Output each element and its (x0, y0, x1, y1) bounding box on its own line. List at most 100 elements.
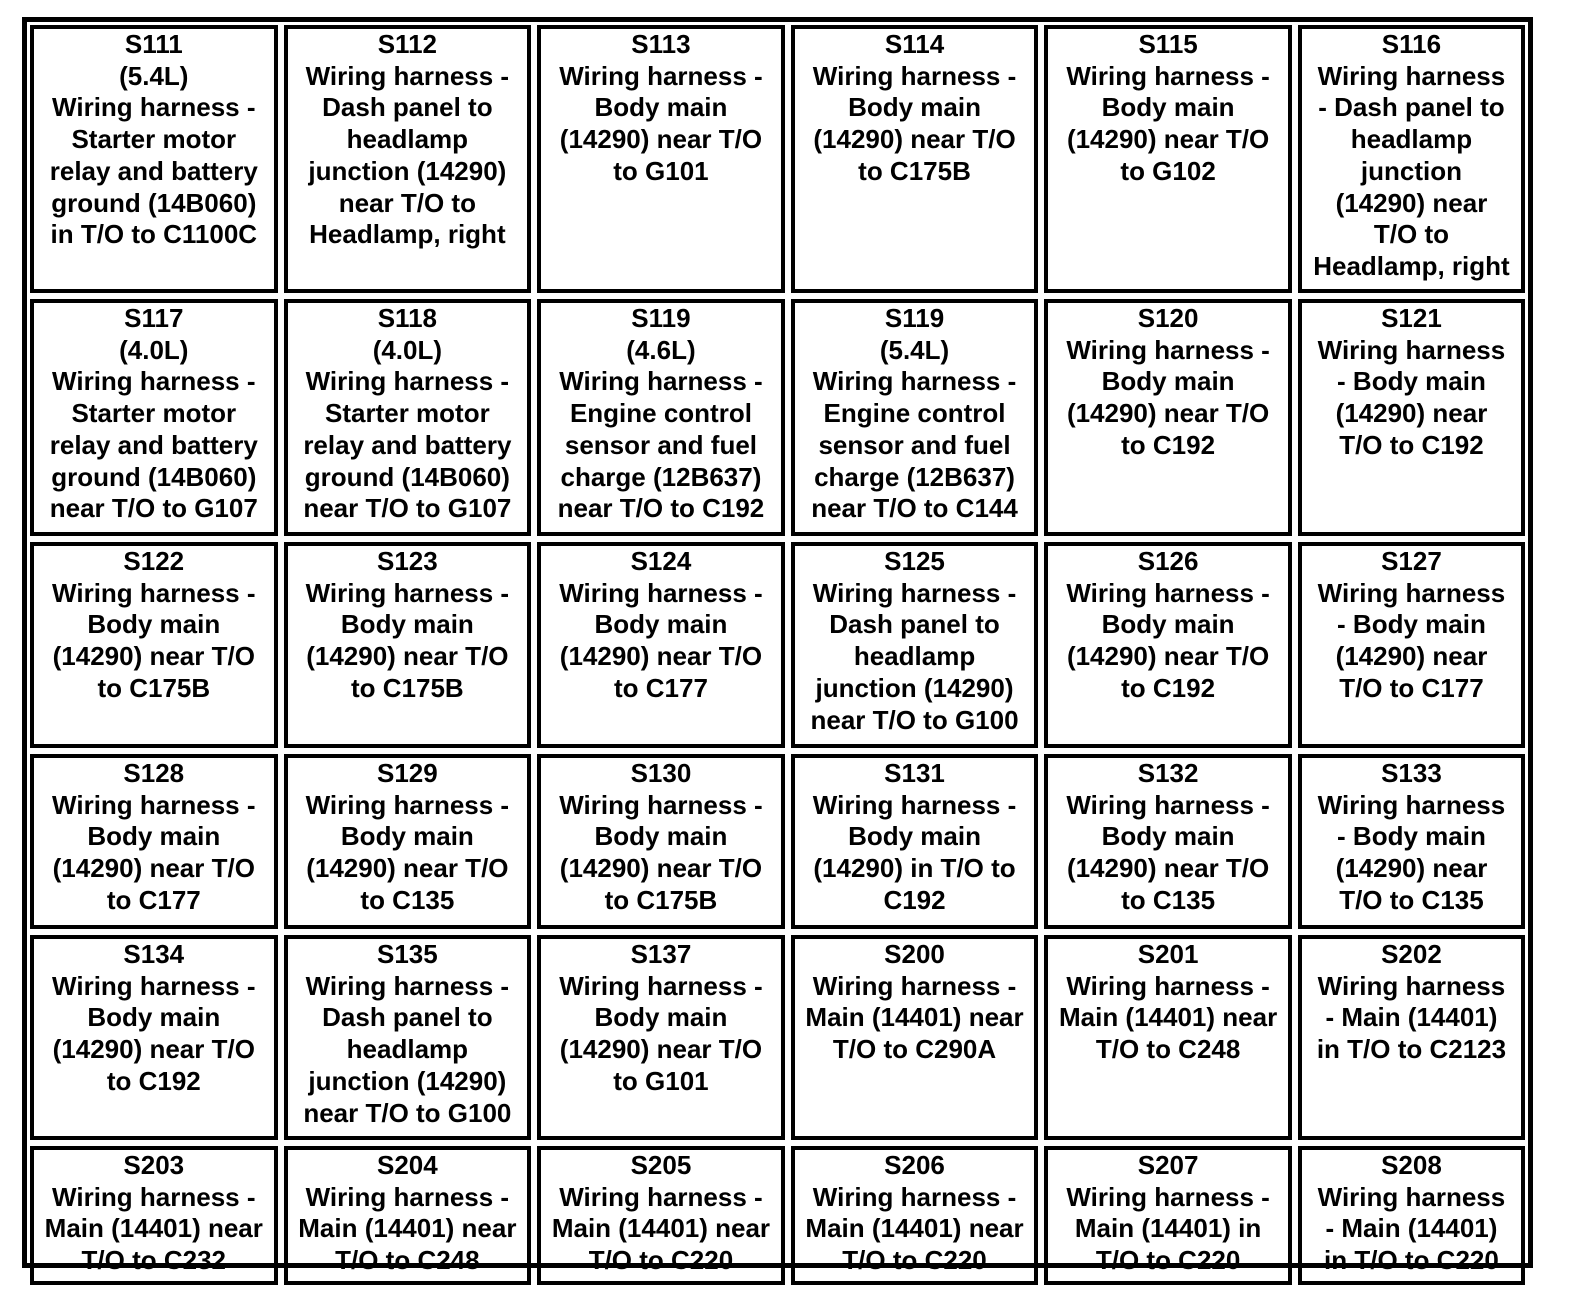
splice-description-line: (14290) in T/O to (813, 853, 1016, 884)
splice-description-line: Wiring harness - (559, 789, 763, 820)
splice-description-line: to C175B (604, 884, 718, 915)
splice-cell: S202 Wiring harness - Main (14401) in T/O t… (1297, 935, 1525, 1140)
splice-description-line: Body main (848, 821, 981, 852)
splice-cell: S114 Wiring harness - Body main (14290) nea… (790, 25, 1039, 293)
splice-cell: S120 Wiring harness - Body main (14290) nea… (1044, 299, 1292, 536)
splice-description-line: to C175B (97, 672, 211, 703)
splice-description-line: Main (14401) near (551, 1213, 771, 1244)
splice-description-line: T/O to C220 (842, 1245, 987, 1276)
splice-description-line: near T/O to G107 (49, 493, 258, 524)
splice-id: S121 (1381, 303, 1442, 333)
splice-description-line: sensor and fuel (818, 429, 1011, 460)
splice-description-line: junction (14290) (815, 672, 1014, 703)
splice-description-line: Wiring harness - (812, 366, 1017, 397)
splice-description-line: Main (14401) near (805, 1213, 1024, 1244)
splice-cell: S130 Wiring harness - Body main (14290) nea… (537, 754, 785, 929)
splice-description-line: T/O to C248 (335, 1245, 480, 1276)
splice-description-line: Wiring harness - (52, 366, 256, 397)
splice-description-line: Wiring harness - (812, 789, 1017, 820)
splice-description-line: Wiring harness - (305, 366, 510, 397)
splice-description-line: (14290) near (1335, 641, 1488, 672)
splice-description-line: (4.0L) (372, 334, 443, 365)
splice-cell: S204 Wiring harness - Main (14401) near T/O… (283, 1146, 532, 1285)
table-row: S203 Wiring harness - Main (14401) near T/O… (30, 1146, 1525, 1285)
splice-description-line: to G101 (613, 155, 709, 186)
splice-cell: S134 Wiring harness - Body main (14290) nea… (30, 935, 278, 1140)
splice-description-line: Dash panel to (322, 1002, 493, 1033)
splice-cell: S126 Wiring harness - Body main (14290) nea… (1044, 542, 1292, 748)
splice-description-line: junction (14290) (308, 155, 507, 186)
splice-description-line: (14290) near T/O (52, 641, 255, 672)
splice-description-line: Wiring harness - (1066, 334, 1270, 365)
splice-description-line: Wiring harness - (52, 970, 256, 1001)
splice-description-line: Wiring harness - (305, 1181, 510, 1212)
splice-description-line: (5.4L) (879, 334, 950, 365)
splice-description-line: to C192 (1121, 429, 1216, 460)
splice-table-frame: S111 (5.4L) Wiring harness - Starter motor r… (22, 17, 1533, 1285)
splice-description-line: Main (14401) near (298, 1213, 517, 1244)
splice-description-line: Wiring harness - (305, 60, 510, 91)
splice-description-line: Wiring harness (1317, 577, 1506, 608)
splice-id: S113 (631, 29, 691, 59)
splice-description-line: Body main (594, 92, 728, 123)
splice-description-line: Wiring harness (1317, 334, 1506, 365)
splice-cell: S201 Wiring harness - Main (14401) near T/O… (1044, 935, 1292, 1140)
splice-id: S204 (377, 1150, 438, 1180)
splice-cell: S113 Wiring harness - Body main (14290) nea… (537, 25, 785, 293)
splice-id: S130 (630, 758, 692, 788)
splice-id: S132 (1137, 758, 1199, 788)
splice-description-line: - Body main (1337, 609, 1486, 640)
splice-description-line: to C192 (1121, 672, 1216, 703)
splice-id: S206 (884, 1150, 945, 1180)
splice-description-line: in T/O to C1100C (50, 219, 258, 250)
splice-description-line: Body main (594, 609, 728, 640)
splice-description-line: Main (14401) near (1058, 1002, 1278, 1033)
splice-description-line: Wiring harness - (305, 577, 510, 608)
splice-id: S116 (1381, 29, 1442, 59)
splice-description-line: Wiring harness - (559, 60, 763, 91)
splice-description-line: junction (1360, 155, 1462, 186)
splice-cell: S119 (4.6L) Wiring harness - Engine control… (537, 299, 785, 536)
splice-description-line: relay and battery (49, 155, 258, 186)
splice-description-line: (14290) near T/O (306, 641, 509, 672)
splice-description-line: Body main (848, 92, 981, 123)
splice-description-line: (14290) near T/O (1066, 398, 1270, 429)
splice-cell: S122 Wiring harness - Body main (14290) nea… (30, 542, 278, 748)
splice-description-line: Wiring harness - (52, 92, 256, 123)
splice-description-line: Engine control (823, 398, 1006, 429)
splice-cell: S132 Wiring harness - Body main (14290) nea… (1044, 754, 1292, 929)
splice-description-line: in T/O to C2123 (1316, 1034, 1507, 1065)
splice-description-line: ground (14B060) (51, 461, 257, 492)
splice-id: S124 (630, 546, 692, 576)
splice-cell: S208 Wiring harness - Main (14401) in T/O t… (1297, 1146, 1525, 1285)
splice-description-line: near T/O to G107 (303, 493, 512, 524)
splice-description-line: (14290) near (1335, 853, 1488, 884)
splice-description-line: Headlamp, right (309, 219, 506, 250)
splice-id: S118 (377, 303, 438, 333)
splice-description-line: Body main (1101, 609, 1235, 640)
splice-description-line: Starter motor (71, 398, 237, 429)
splice-id: S201 (1137, 939, 1199, 969)
splice-description-line: Body main (340, 609, 474, 640)
splice-description-line: to C175B (351, 672, 464, 703)
splice-description-line: T/O to C232 (81, 1245, 227, 1276)
splice-description-line: Wiring harness - (559, 366, 763, 397)
splice-description-line: near T/O to C144 (811, 493, 1018, 524)
splice-description-line: Dash panel to (829, 609, 1000, 640)
splice-id: S205 (630, 1150, 692, 1180)
splice-id: S115 (1138, 29, 1198, 59)
splice-description-line: C192 (883, 884, 946, 915)
splice-cell: S119 (5.4L) Wiring harness - Engine control… (790, 299, 1039, 536)
splice-description-line: Wiring harness - (812, 970, 1017, 1001)
splice-description-line: Body main (87, 1002, 221, 1033)
splice-description-line: Body main (1101, 92, 1235, 123)
splice-description-line: charge (12B637) (560, 461, 762, 492)
splice-description-line: near T/O to (338, 187, 476, 218)
splice-id: S122 (123, 546, 185, 576)
splice-description-line: to C192 (106, 1065, 201, 1096)
splice-table: S111 (5.4L) Wiring harness - Starter motor r… (24, 19, 1531, 1291)
splice-description-line: Body main (594, 821, 728, 852)
splice-description-line: near T/O to G100 (303, 1097, 512, 1128)
splice-description-line: Starter motor (71, 124, 237, 155)
splice-description-line: - Body main (1337, 821, 1486, 852)
